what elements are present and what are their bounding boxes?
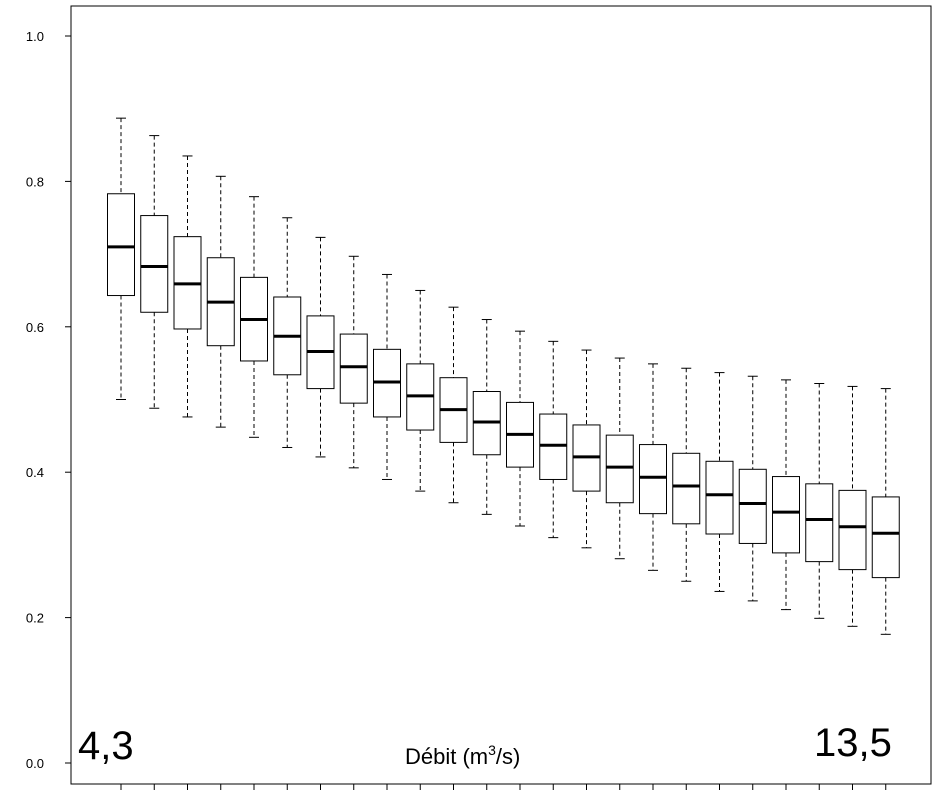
box-iqr <box>107 193 135 297</box>
box-iqr <box>705 460 734 535</box>
box-item <box>572 349 601 549</box>
box-iqr <box>339 333 368 404</box>
box-item <box>140 135 169 409</box>
box-item <box>705 372 734 592</box>
box-iqr <box>672 452 701 525</box>
box-item <box>838 385 867 627</box>
box-item <box>672 367 701 582</box>
box-iqr <box>805 483 834 563</box>
box-item <box>772 379 800 611</box>
y-tick-label: 0.0 <box>26 756 44 771</box>
y-tick-label: 0.8 <box>26 174 44 189</box>
box-item <box>339 255 368 469</box>
box-iqr <box>605 434 634 504</box>
y-tick-label: 1.0 <box>26 29 44 44</box>
plot-frame <box>70 5 932 785</box>
box-iqr <box>838 489 867 571</box>
box-item <box>605 357 634 560</box>
y-axis: 0.0 0.2 0.4 0.6 0.8 1.0 <box>26 29 71 771</box>
x-start-label: 4,3 <box>78 724 134 768</box>
y-tick-label: 0.6 <box>26 320 44 335</box>
box-item <box>107 117 135 400</box>
box-item <box>373 273 401 480</box>
y-tick-label: 0.2 <box>26 611 44 626</box>
box-iqr <box>871 496 900 579</box>
box-item <box>240 196 268 438</box>
boxes-group <box>107 117 900 635</box>
box-item <box>805 383 834 619</box>
box-item <box>639 363 667 571</box>
y-tick-label: 0.4 <box>26 465 44 480</box>
box-item <box>206 175 235 428</box>
box-item <box>439 306 468 504</box>
box-item <box>738 375 767 602</box>
x-axis-title: Débit (m3/s) <box>405 742 520 769</box>
box-iqr <box>772 476 800 554</box>
box-item <box>406 289 435 492</box>
box-iqr <box>639 444 667 515</box>
box-item <box>539 340 568 539</box>
box-iqr <box>738 468 767 544</box>
x-axis <box>120 784 887 790</box>
box-item <box>306 236 335 458</box>
x-axis-title-main: Débit (m <box>405 744 488 769</box>
box-iqr <box>140 215 169 313</box>
x-end-label: 13,5 <box>814 721 892 765</box>
x-axis-title-sup: 3 <box>488 742 496 758</box>
x-axis-title-end: /s) <box>496 744 520 769</box>
box-item <box>472 319 501 515</box>
box-item <box>871 388 900 635</box>
box-item <box>173 155 202 418</box>
box-item <box>506 330 534 527</box>
box-item <box>273 217 302 448</box>
